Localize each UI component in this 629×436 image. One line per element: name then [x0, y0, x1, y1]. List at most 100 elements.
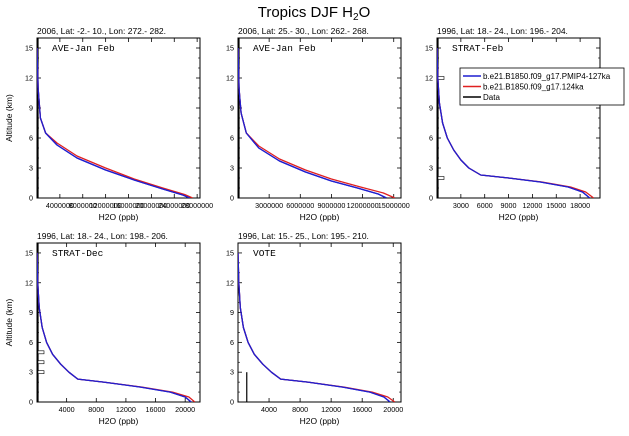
series-line-127ka-overlay	[238, 252, 391, 402]
y-tick-label: 15	[25, 248, 33, 257]
x-tick-label: 12000000	[90, 201, 122, 210]
y-tick-label: 0	[429, 194, 433, 203]
y-tick-label: 3	[29, 368, 33, 377]
data-observation-box	[37, 350, 45, 355]
plot-frame	[237, 242, 402, 403]
x-tick-label: 8000	[292, 405, 308, 414]
x-tick-label: 24000000	[158, 201, 190, 210]
panel-2: 2006, Lat: 25.- 30., Lon: 262.- 268. AVE-…	[226, 26, 410, 222]
series-line-127ka-overlay	[238, 47, 387, 198]
x-axis-label: H2O (ppb)	[99, 212, 139, 222]
panel-inset-label: VOTE	[253, 248, 276, 259]
panel-inset-label: AVE-Jan Feb	[52, 43, 115, 54]
plot-frame	[237, 37, 402, 199]
series-line-127ka	[37, 252, 192, 402]
y-tick-label: 3	[230, 164, 234, 173]
panel-1: 2006, Lat: -2.- 10., Lon: 272.- 282. AVE-…	[4, 26, 213, 222]
plot-area	[37, 38, 193, 198]
y-tick-label: 3	[429, 164, 433, 173]
x-tick-label: 12000	[522, 201, 542, 210]
x-tick-label: 20000000	[135, 201, 167, 210]
x-tick-label: 3000000	[255, 201, 283, 210]
legend-label: Data	[483, 93, 500, 102]
y-tick-label: 12	[425, 74, 433, 83]
y-tick-label: 12	[226, 74, 234, 83]
x-tick-label: 15000000	[378, 201, 410, 210]
x-tick-label: 4000	[261, 405, 277, 414]
legend-box	[459, 67, 625, 106]
series-line-124ka	[238, 252, 396, 402]
series-line-127ka-overlay	[37, 252, 192, 402]
y-tick-label: 0	[230, 398, 234, 407]
series-line-124ka	[37, 47, 193, 198]
panel-4: 1996, Lat: 18.- 24., Lon: 198.- 206. STRA…	[4, 231, 201, 426]
panel-inset-label: STRAT-Feb	[452, 43, 504, 54]
panel-title: 1996, Lat: 18.- 24., Lon: 198.- 206.	[37, 231, 168, 241]
x-tick-label: 8000	[88, 405, 104, 414]
x-tick-label: 18000	[570, 201, 590, 210]
x-tick-label: 12000	[116, 405, 136, 414]
plot-area	[238, 252, 396, 402]
y-tick-label: 9	[429, 104, 433, 113]
plot-area	[437, 38, 594, 198]
x-axis-label: H2O (ppb)	[499, 212, 539, 222]
panel-title: 1996, Lat: 15.- 25., Lon: 195.- 210.	[238, 231, 369, 241]
y-axis-label: Altitude (km)	[4, 94, 14, 142]
y-tick-label: 12	[25, 74, 33, 83]
x-axis-label: H2O (ppb)	[300, 416, 340, 426]
y-tick-label: 9	[29, 308, 33, 317]
y-tick-label: 15	[25, 44, 33, 53]
plot-area	[37, 243, 196, 402]
y-tick-label: 9	[29, 104, 33, 113]
main-title-text: Tropics DJF H	[258, 4, 353, 21]
x-tick-label: 16000	[146, 405, 166, 414]
data-observation-box	[37, 360, 45, 365]
x-tick-label: 16000000	[113, 201, 145, 210]
panel-inset-label: STRAT-Dec	[52, 248, 104, 259]
y-tick-label: 15	[226, 248, 234, 257]
data-observation-box	[437, 76, 445, 80]
y-tick-label: 9	[230, 308, 234, 317]
panels-group: 2006, Lat: -2.- 10., Lon: 272.- 282. AVE-…	[4, 26, 601, 426]
plot-frame	[36, 242, 201, 403]
series-line-127ka-overlay	[37, 47, 190, 198]
data-observation-box	[37, 370, 45, 374]
x-tick-label: 6000	[477, 201, 493, 210]
plot-area	[238, 38, 396, 198]
panel-inset-label: AVE-Jan Feb	[253, 43, 316, 54]
y-tick-label: 12	[25, 278, 33, 287]
series-line-124ka	[37, 252, 196, 402]
series-line-127ka	[238, 252, 391, 402]
x-tick-label: 12000000	[347, 201, 379, 210]
x-axis-label: H2O (ppb)	[300, 212, 340, 222]
series-line-127ka-overlay	[437, 47, 591, 198]
panel-title: 2006, Lat: -2.- 10., Lon: 272.- 282.	[37, 26, 166, 36]
y-tick-label: 9	[230, 104, 234, 113]
x-axis-label: H2O (ppb)	[99, 416, 139, 426]
x-tick-label: 28000000	[181, 201, 213, 210]
panel-title: 1996, Lat: 18.- 24., Lon: 196.- 204.	[437, 26, 568, 36]
x-tick-label: 4000	[59, 405, 75, 414]
x-tick-label: 12000	[321, 405, 341, 414]
y-tick-label: 15	[425, 44, 433, 53]
data-observation-box	[437, 176, 445, 180]
x-tick-label: 6000000	[286, 201, 314, 210]
y-tick-label: 6	[429, 134, 433, 143]
y-tick-label: 0	[230, 194, 234, 203]
y-tick-label: 6	[230, 134, 234, 143]
x-tick-label: 8000000	[69, 201, 97, 210]
legend-label: b.e21.B1850.f09_g17.PMIP4-127ka	[483, 72, 611, 81]
panel-title: 2006, Lat: 25.- 30., Lon: 262.- 268.	[238, 26, 369, 36]
panel-3: 1996, Lat: 18.- 24., Lon: 196.- 204. STRA…	[425, 26, 601, 222]
legend-label: b.e21.B1850.f09_g17.124ka	[483, 83, 584, 92]
x-tick-label: 9000000	[317, 201, 345, 210]
panel-5: 1996, Lat: 15.- 25., Lon: 195.- 210. VOTE…	[226, 231, 403, 426]
series-line-127ka	[37, 47, 190, 198]
y-tick-label: 15	[226, 44, 234, 53]
main-title-tail: O	[359, 4, 371, 21]
y-tick-label: 6	[29, 338, 33, 347]
x-tick-label: 20000	[175, 405, 195, 414]
x-tick-label: 20000	[383, 405, 403, 414]
y-tick-label: 3	[230, 368, 234, 377]
x-tick-label: 3000	[453, 201, 469, 210]
